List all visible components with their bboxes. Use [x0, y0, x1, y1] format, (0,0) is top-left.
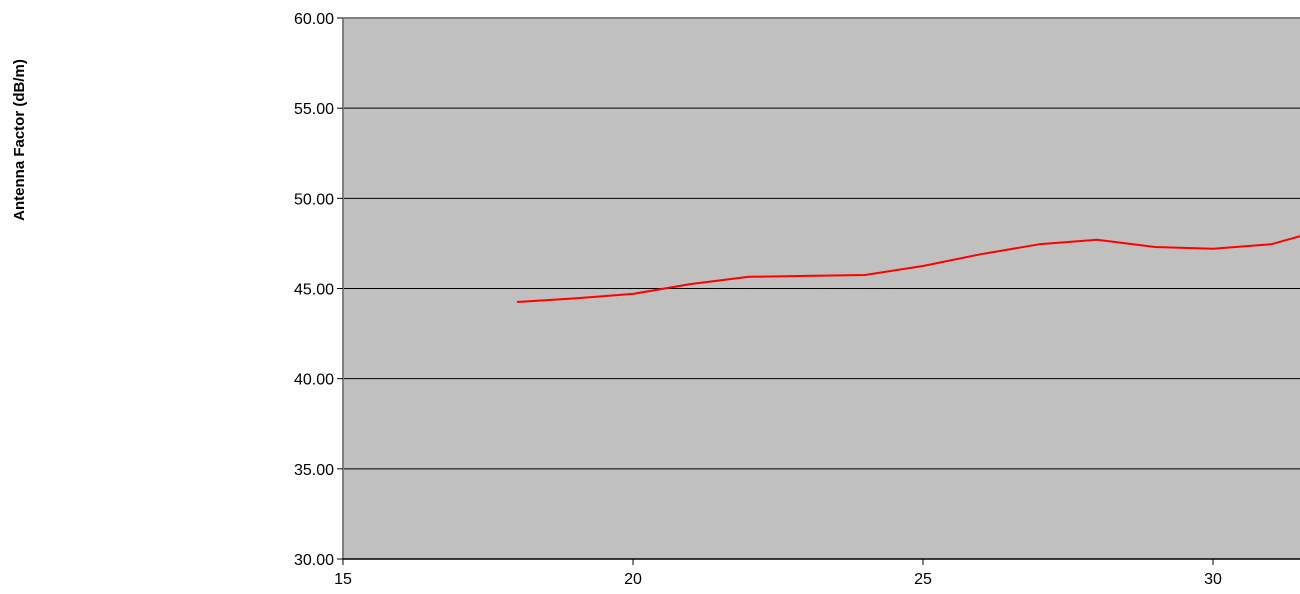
axes	[337, 17, 1300, 565]
y-tick-label: 40.00	[294, 372, 334, 389]
y-axis-title: Antenna Factor (dB/m)	[11, 59, 28, 221]
series-layer	[516, 235, 1300, 303]
y-tick-label: 60.00	[294, 11, 334, 28]
x-tick-label: 15	[334, 571, 352, 588]
x-tick-label: 30	[1204, 571, 1222, 588]
y-tick-labels: 30.00 35.00 40.00 45.00 50.00 55.00 60.00	[294, 11, 334, 569]
series-line	[516, 235, 1300, 303]
y-tick-label: 30.00	[294, 552, 334, 569]
y-tick-label: 55.00	[294, 101, 334, 118]
y-tick-label: 50.00	[294, 191, 334, 208]
x-tick-labels: 15 20 25 30	[334, 571, 1222, 588]
x-tick-label: 20	[624, 571, 642, 588]
y-tick-label: 45.00	[294, 282, 334, 299]
y-tick-label: 35.00	[294, 462, 334, 479]
x-tick-label: 25	[914, 571, 932, 588]
